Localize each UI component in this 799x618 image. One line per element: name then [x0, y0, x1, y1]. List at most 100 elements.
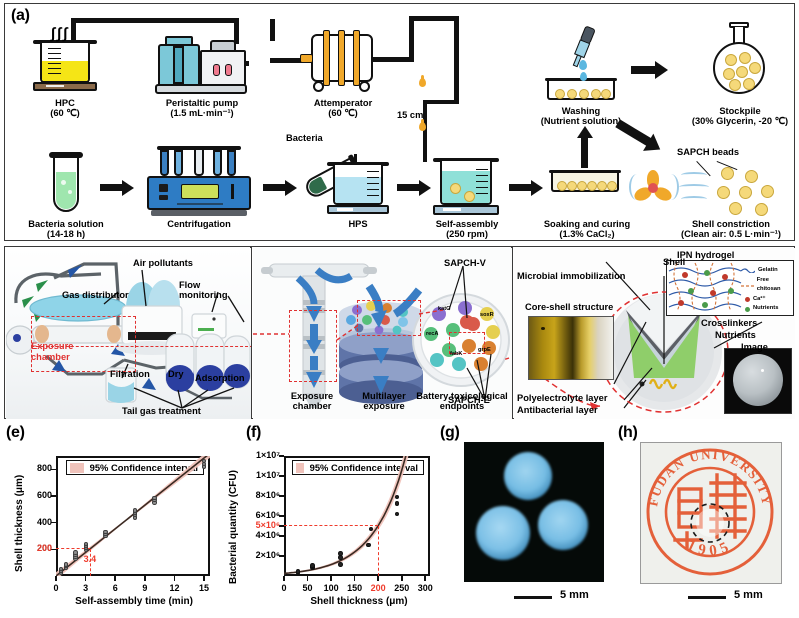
panel-c: (c) [251, 246, 512, 419]
label-shell: Shell [663, 257, 686, 267]
exposure-chamber-zoom-box [289, 310, 337, 382]
panel-g-label: (g) [440, 424, 460, 441]
label-crosslinkers: Crosslinkers [701, 318, 758, 328]
callout-sapch-v: SAPCH-V [444, 258, 486, 268]
panel-e-guide-vertical [89, 549, 91, 576]
panel-h-label: (h) [618, 424, 638, 441]
core-shell-micrograph [528, 316, 614, 380]
legend-label-ci: 95% Confidence interval [89, 462, 198, 473]
label-air-pollutants: Air pollutants [133, 258, 193, 268]
panel-g-fluorescence-image [464, 442, 604, 582]
caption-centrifugation: Centrifugation [167, 219, 231, 229]
panel-f-y-tick [279, 495, 284, 497]
label-adsorption: Adsorption [195, 373, 245, 383]
multilayer-zoom-box [357, 300, 421, 336]
seal-top-text: FUDAN UNIVERSITY [645, 447, 773, 508]
sapch-beads-label: SAPCH beads [677, 147, 739, 157]
water-drop-1 [579, 60, 587, 70]
label-exposure-chamber: Exposure chamber [31, 341, 74, 362]
soaking-tray [549, 170, 621, 196]
panel-e-y-tick-label: 200 [36, 543, 52, 554]
panel-e-data-point [103, 529, 108, 535]
exposure-chamber-highlight [31, 316, 136, 372]
panel-f-plot-area [284, 456, 430, 576]
water-drop-2 [580, 72, 587, 81]
air-fan-icon [629, 166, 679, 210]
panel-e-x-tick [55, 576, 57, 581]
panel-e-x-tick-label: 6 [112, 583, 118, 593]
panel-e-x-tick-label: 15 [199, 583, 210, 593]
panel-f-y-tick [279, 555, 284, 557]
panel-e-x-tick [203, 576, 205, 581]
panel-f-y-tick-label: 5×10⁶ [255, 520, 280, 530]
label-core-shell-structure: Core-shell structure [525, 302, 614, 312]
caption-attemperator: Attemperator (60 ℃) [313, 98, 373, 119]
panel-f-y-tick-label: 1×10⁷ [256, 450, 280, 460]
panel-e-x-tick-label: 3 [83, 583, 89, 593]
airflow-1 [681, 172, 707, 178]
airflow-2 [679, 184, 709, 190]
panel-e-label: (e) [6, 424, 25, 441]
panel-f-x-tick [283, 576, 285, 581]
caption-exposure-chamber: Exposure chamber [290, 391, 334, 412]
label-filtration: Filtration [110, 369, 150, 379]
gene-label-fabK: fabK [450, 351, 463, 357]
pipe-top-right [409, 16, 459, 21]
hpc-body [40, 43, 90, 83]
panel-f-x-tick [377, 576, 379, 581]
panel-f-y-axis-title: Bacterial quantity (CFU) [228, 470, 239, 584]
panel-e-data-point [152, 495, 157, 501]
drop-2 [419, 119, 426, 131]
panel-a-label: (a) [11, 7, 30, 24]
panel-e-x-axis-title: Self-assembly time (min) [75, 596, 193, 607]
panel-f-data-point [338, 555, 343, 560]
panel-e-data-point [73, 550, 79, 555]
panel-e-annotation-x: 3.4 [83, 554, 97, 564]
pipe-hpc-down [71, 18, 76, 40]
stockpile-flask [703, 22, 775, 98]
panel-f-x-tick-label: 50 [302, 583, 313, 593]
pipe-nozzle-down [454, 16, 459, 104]
caption-peristaltic-pump: Peristaltic pump (1.5 mL·min⁻¹) [165, 98, 239, 119]
pipe-nozzle-drop [423, 100, 427, 162]
ipn-legend-nutrients: Nutrients [741, 304, 791, 314]
panel-f-data-point [368, 526, 374, 532]
caption-hps: HPS [348, 219, 368, 229]
panel-f-data-point [394, 511, 400, 517]
label-flow-monitoring: Flow monitoring [179, 280, 228, 301]
panel-f-label: (f) [246, 424, 262, 441]
gene-label-soxR: soxR [480, 312, 494, 318]
panel-f-data-point [394, 494, 400, 500]
panel-f-data-point [366, 542, 372, 548]
pipe-nozzle-arm [423, 100, 459, 104]
caption-bacteria-solution: Bacteria solution (14-18 h) [28, 219, 104, 240]
panel-f-data-point [338, 562, 343, 567]
hps-beaker [327, 158, 389, 218]
panel-f-x-tick-label: 100 [323, 583, 339, 593]
panel-f-x-axis-title: Shell thickness (μm) [310, 596, 408, 607]
panel-f-guide-horizontal [284, 525, 379, 526]
panel-f-x-tick-label: 0 [281, 583, 287, 593]
panel-f-legend: 95% Confidence interval [292, 460, 424, 475]
steam-icon: ∫∫∫ [51, 25, 70, 42]
exposure-chamber-pointer [31, 346, 251, 347]
panel-g-scalebar [514, 596, 552, 599]
label-polyelectrolyte-layer: Polyelectrolyte layer [517, 393, 608, 403]
caption-stockpile: Stockpile (30% Glycerin, -20 ℃) [691, 106, 789, 127]
panel-f-data-point [338, 551, 343, 556]
panel-f-fit [284, 456, 409, 575]
panel-f-y-tick [279, 455, 284, 457]
pipe-attemp-in [270, 19, 275, 41]
panel-e-y-tick-label: 600 [36, 490, 52, 500]
panel-e-annotation-y: 200 [36, 543, 52, 554]
panel-f-x-tick-label: 250 [394, 583, 410, 593]
panel-h-seal-image: FUDAN UNIVERSITY 1905 [640, 442, 782, 584]
panel-e-y-tick [51, 548, 56, 551]
panel-e-data-point [83, 541, 89, 547]
panel-f-x-tick [330, 576, 332, 581]
panel-e-x-tick [114, 576, 117, 581]
label-dry: Dry [168, 369, 184, 379]
panel-f-guide-vertical [378, 526, 380, 576]
endpoint-zoom-box [449, 332, 485, 354]
